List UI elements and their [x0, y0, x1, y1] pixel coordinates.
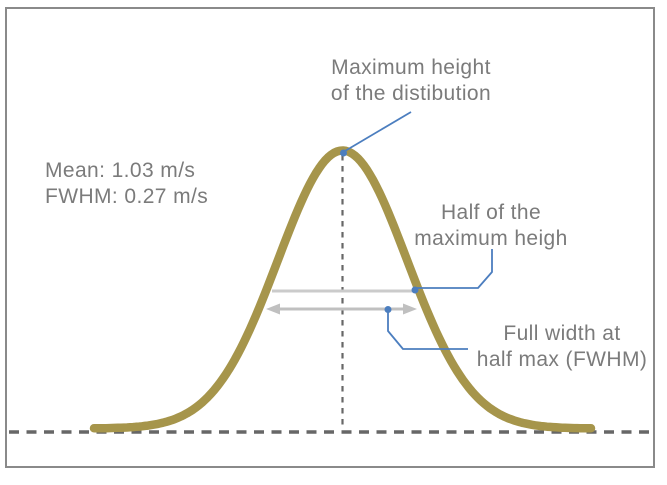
max-height-leader-line	[344, 111, 412, 152]
fwhm-value-text: FWHM: 0.27 m/s	[45, 185, 209, 208]
max-height-annotation: Maximum height of the distibution	[301, 55, 521, 107]
max-height-annotation-line2: of the distibution	[330, 82, 492, 105]
half-max-annotation: Half of the maximum heigh	[391, 200, 591, 252]
fwhm-annotation: Full width at half max (FWHM)	[456, 321, 667, 373]
stats-label: Mean: 1.03 m/s FWHM: 0.27 m/s	[45, 158, 208, 210]
fwhm-leader-line	[387, 310, 468, 350]
max-height-annotation-line1: Maximum height	[331, 56, 491, 79]
half-max-annotation-line2: maximum heigh	[414, 227, 568, 250]
peak-marker-dot	[340, 149, 347, 157]
fwhm-marker-dot	[384, 306, 392, 313]
fwhm-annotation-line2: half max (FWHM)	[476, 348, 648, 371]
mean-value-text: Mean: 1.03 m/s	[45, 159, 196, 182]
fwhm-arrow-left-head	[266, 303, 280, 315]
half-max-marker-dot	[411, 286, 419, 294]
fwhm-arrow-right-head	[403, 303, 417, 315]
plot-frame	[5, 7, 655, 468]
fwhm-annotation-line1: Full width at	[503, 322, 621, 345]
half-max-leader-line	[417, 249, 493, 289]
half-max-annotation-line1: Half of the	[440, 201, 542, 224]
